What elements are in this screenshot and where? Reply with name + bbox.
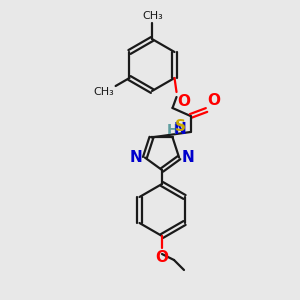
Text: O: O <box>178 94 190 109</box>
Text: N: N <box>174 122 187 137</box>
Text: O: O <box>208 93 220 108</box>
Text: CH₃: CH₃ <box>93 87 114 97</box>
Text: N: N <box>129 150 142 165</box>
Text: H: H <box>167 123 178 137</box>
Text: N: N <box>182 150 195 165</box>
Text: O: O <box>155 250 169 265</box>
Text: S: S <box>175 119 186 134</box>
Text: CH₃: CH₃ <box>142 11 164 21</box>
